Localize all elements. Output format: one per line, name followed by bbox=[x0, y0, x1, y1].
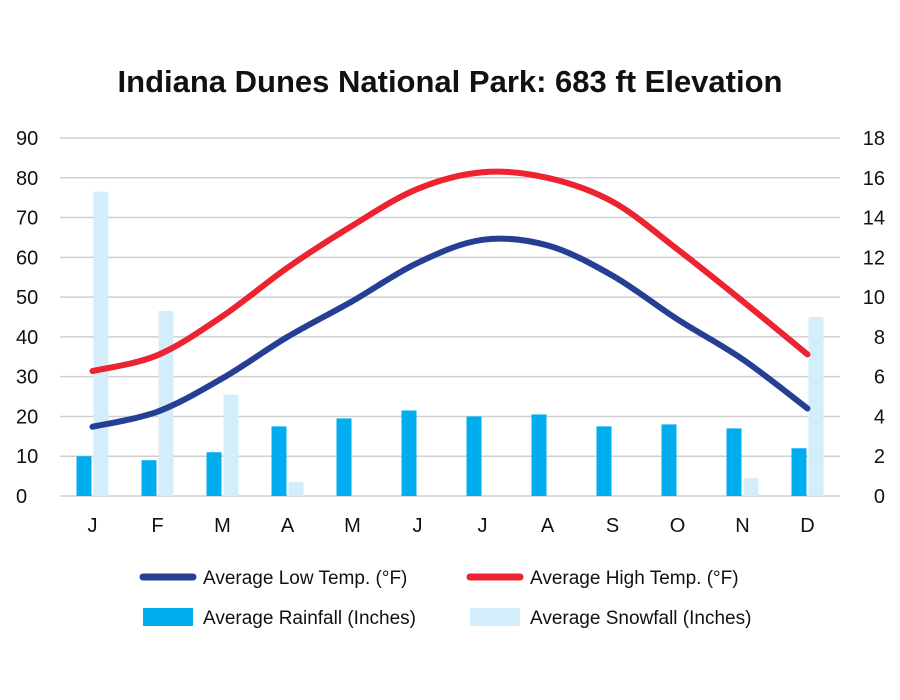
rainfall-bar bbox=[596, 426, 612, 496]
right-axis-tick-label: 0 bbox=[874, 486, 885, 508]
x-axis-tick-label: M bbox=[214, 515, 231, 537]
left-axis-tick-label: 80 bbox=[16, 168, 38, 190]
left-axis-tick-label: 10 bbox=[16, 446, 38, 468]
x-axis-tick-label: A bbox=[541, 515, 555, 537]
x-axis-tick-label: J bbox=[478, 515, 488, 537]
left-axis-tick-label: 90 bbox=[16, 128, 38, 150]
rainfall-bar bbox=[726, 428, 742, 496]
snowfall-bar bbox=[808, 317, 824, 496]
x-axis-tick-label: A bbox=[281, 515, 295, 537]
snowfall-bar bbox=[93, 191, 109, 496]
rainfall-bar bbox=[206, 452, 222, 496]
rainfall-bar bbox=[791, 448, 807, 496]
right-axis-tick-label: 10 bbox=[863, 287, 885, 309]
right-axis-tick-label: 14 bbox=[863, 208, 885, 230]
snowfall-bar bbox=[158, 311, 174, 496]
chart-title: Indiana Dunes National Park: 683 ft Elev… bbox=[117, 64, 783, 99]
right-axis-tick-label: 2 bbox=[874, 446, 885, 468]
snowfall-bar bbox=[223, 394, 239, 496]
rainfall-bar bbox=[141, 460, 157, 496]
rainfall-bar bbox=[271, 426, 287, 496]
snowfall-bar bbox=[288, 482, 304, 496]
left-axis-tick-label: 0 bbox=[16, 486, 27, 508]
left-axis-tick-label: 40 bbox=[16, 327, 38, 349]
x-axis-tick-label: M bbox=[344, 515, 361, 537]
rainfall-bar bbox=[76, 456, 92, 496]
rainfall-bar bbox=[661, 424, 677, 496]
legend-swatch-bar bbox=[470, 608, 520, 626]
legend-label: Average High Temp. (°F) bbox=[530, 568, 739, 589]
legend-swatch-bar bbox=[143, 608, 193, 626]
left-axis-tick-label: 20 bbox=[16, 406, 38, 428]
legend-label: Average Rainfall (Inches) bbox=[203, 608, 416, 629]
low-temp-line bbox=[89, 235, 811, 430]
x-axis-tick-label: S bbox=[606, 515, 619, 537]
x-axis-tick-label: J bbox=[413, 515, 423, 537]
high-temp-line bbox=[89, 168, 811, 375]
left-axis-tick-label: 30 bbox=[16, 367, 38, 389]
legend-label: Average Snowfall (Inches) bbox=[530, 608, 751, 629]
x-axis-tick-label: N bbox=[735, 515, 749, 537]
rainfall-bar bbox=[466, 416, 482, 496]
x-axis-tick-label: D bbox=[800, 515, 814, 537]
left-axis-tick-label: 70 bbox=[16, 208, 38, 230]
left-axis-tick-label: 50 bbox=[16, 287, 38, 309]
x-axis-tick-label: F bbox=[151, 515, 163, 537]
rainfall-bar bbox=[336, 418, 352, 496]
right-axis-tick-label: 4 bbox=[874, 406, 885, 428]
snowfall-bar bbox=[743, 478, 759, 496]
right-axis-tick-label: 8 bbox=[874, 327, 885, 349]
x-axis-tick-label: O bbox=[670, 515, 686, 537]
rainfall-bar bbox=[401, 410, 417, 496]
left-axis-tick-label: 60 bbox=[16, 247, 38, 269]
right-axis-tick-label: 6 bbox=[874, 367, 885, 389]
right-axis-tick-label: 16 bbox=[863, 168, 885, 190]
rainfall-bar bbox=[531, 414, 547, 496]
right-axis-tick-label: 18 bbox=[863, 128, 885, 150]
legend-label: Average Low Temp. (°F) bbox=[203, 568, 407, 589]
x-axis-tick-label: J bbox=[88, 515, 98, 537]
right-axis-tick-label: 12 bbox=[863, 247, 885, 269]
